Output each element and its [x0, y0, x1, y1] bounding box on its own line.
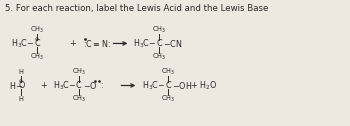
Text: $\oplus$: $\oplus$ — [34, 35, 40, 43]
Text: H$_3$C$-$: H$_3$C$-$ — [53, 79, 76, 92]
Text: CH$_3$: CH$_3$ — [72, 67, 86, 77]
Text: CH$_3$: CH$_3$ — [152, 52, 166, 62]
Text: CH$_3$: CH$_3$ — [30, 25, 44, 35]
Text: :C$\equiv$N:: :C$\equiv$N: — [83, 38, 111, 49]
Text: +: + — [40, 81, 46, 90]
Text: CH$_3$: CH$_3$ — [30, 52, 44, 62]
Text: CH$_3$: CH$_3$ — [72, 94, 86, 104]
Text: H$_3$C$-$: H$_3$C$-$ — [142, 79, 166, 92]
Text: :: : — [100, 81, 103, 90]
Text: $-$OH: $-$OH — [172, 80, 192, 91]
Text: $+$ H$_2$O: $+$ H$_2$O — [190, 79, 217, 92]
Text: CH$_3$: CH$_3$ — [161, 67, 175, 77]
Text: H$_3$C$-$: H$_3$C$-$ — [11, 37, 35, 50]
Text: CH$_3$: CH$_3$ — [161, 94, 175, 104]
Text: $-$CN: $-$CN — [163, 38, 182, 49]
Text: H: H — [19, 96, 24, 102]
Text: CH$_3$: CH$_3$ — [152, 25, 166, 35]
Text: +: + — [70, 39, 76, 48]
Text: $-$O: $-$O — [83, 80, 97, 91]
Text: C: C — [156, 39, 162, 48]
Text: $\oplus$: $\oplus$ — [19, 77, 24, 85]
Text: H$-$: H$-$ — [9, 80, 23, 91]
Text: C: C — [76, 81, 82, 90]
Text: H: H — [19, 69, 24, 75]
Text: O: O — [18, 81, 25, 90]
Text: 5. For each reaction, label the Lewis Acid and the Lewis Base: 5. For each reaction, label the Lewis Ac… — [5, 4, 269, 13]
Text: H$_3$C$-$: H$_3$C$-$ — [133, 37, 157, 50]
Text: C: C — [165, 81, 171, 90]
Text: C: C — [34, 39, 40, 48]
